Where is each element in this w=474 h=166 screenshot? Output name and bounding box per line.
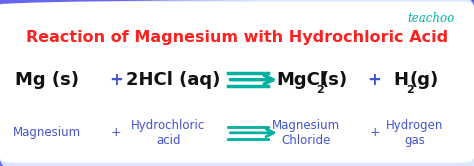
- Text: Magnesium: Magnesium: [13, 126, 82, 139]
- Text: Magnesium
Chloride: Magnesium Chloride: [272, 119, 340, 147]
- Text: 2HCl (aq): 2HCl (aq): [126, 71, 220, 89]
- Text: 2: 2: [317, 85, 324, 95]
- Text: +: +: [369, 126, 380, 139]
- Text: +: +: [367, 71, 382, 89]
- Text: Reaction of Magnesium with Hydrochloric Acid: Reaction of Magnesium with Hydrochloric …: [26, 30, 448, 45]
- Text: Hydrogen
gas: Hydrogen gas: [386, 119, 444, 147]
- Text: (g): (g): [410, 71, 439, 89]
- Text: Hydrochloric
acid: Hydrochloric acid: [131, 119, 205, 147]
- Text: +: +: [109, 71, 123, 89]
- Text: H: H: [393, 71, 408, 89]
- Text: Mg (s): Mg (s): [15, 71, 80, 89]
- Text: teachoo: teachoo: [408, 12, 455, 25]
- FancyBboxPatch shape: [0, 2, 474, 163]
- Text: 2: 2: [407, 85, 414, 95]
- Text: +: +: [111, 126, 121, 139]
- Text: (s): (s): [320, 71, 348, 89]
- Text: MgCl: MgCl: [276, 71, 326, 89]
